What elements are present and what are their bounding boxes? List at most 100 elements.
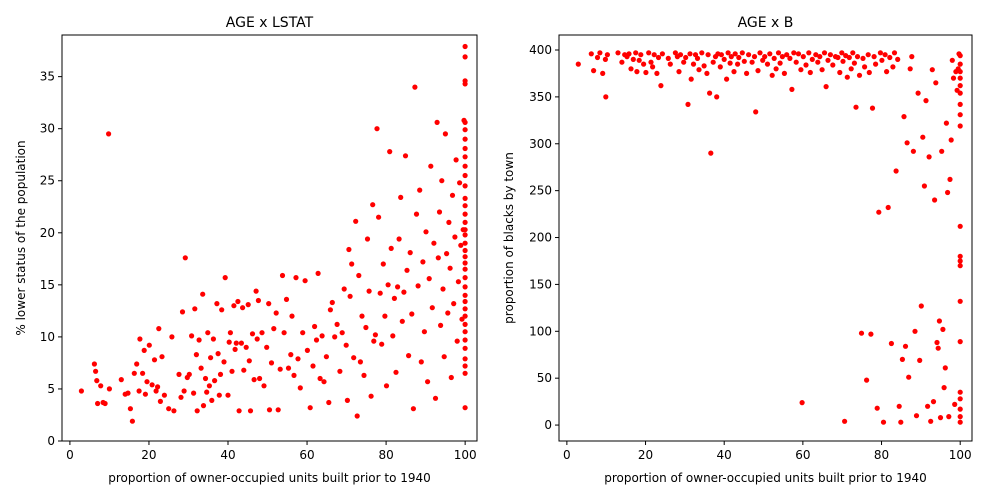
- data-point: [240, 305, 246, 311]
- data-point: [942, 365, 948, 371]
- data-point: [895, 56, 901, 63]
- data-point: [462, 356, 468, 362]
- data-point: [957, 223, 963, 229]
- data-point: [864, 377, 870, 383]
- data-point: [704, 70, 710, 76]
- data-point: [799, 400, 805, 406]
- data-point: [619, 59, 625, 65]
- data-point: [179, 309, 186, 315]
- y-tick-label: 10: [40, 330, 55, 344]
- data-point: [876, 209, 882, 215]
- data-point: [423, 229, 429, 235]
- data-point: [735, 61, 741, 67]
- data-point: [186, 371, 192, 377]
- data-point: [246, 358, 252, 364]
- data-point: [628, 66, 634, 72]
- data-point: [140, 370, 146, 376]
- data-point: [417, 187, 423, 193]
- data-point: [395, 284, 401, 290]
- data-point: [957, 123, 963, 129]
- data-point: [361, 372, 367, 378]
- data-point: [825, 57, 831, 63]
- data-point: [449, 192, 456, 198]
- data-point: [741, 58, 747, 64]
- data-point: [777, 60, 783, 66]
- data-point: [462, 247, 468, 254]
- data-point: [321, 379, 327, 385]
- data-point: [249, 331, 256, 337]
- data-point: [882, 52, 888, 58]
- data-point: [641, 61, 647, 67]
- data-point: [891, 50, 898, 56]
- data-point: [936, 318, 943, 324]
- data-point: [630, 56, 636, 63]
- data-point: [710, 59, 716, 65]
- data-point: [232, 346, 238, 352]
- data-point: [307, 405, 313, 411]
- data-point: [462, 211, 468, 217]
- data-point: [957, 90, 963, 96]
- data-point: [907, 66, 913, 72]
- data-point: [827, 52, 834, 58]
- y-tick-label: 15: [40, 278, 55, 292]
- data-point: [658, 83, 664, 89]
- data-point: [462, 292, 468, 298]
- x-tick-label: 100: [454, 448, 477, 462]
- data-point: [178, 394, 184, 400]
- data-point: [254, 336, 260, 342]
- data-point: [391, 295, 397, 301]
- data-point: [455, 279, 461, 285]
- data-point: [319, 333, 325, 339]
- data-point: [615, 50, 621, 56]
- data-point: [317, 375, 323, 382]
- data-point: [784, 52, 790, 58]
- data-point: [233, 340, 239, 346]
- axes-frame: [61, 34, 478, 442]
- data-point: [363, 324, 369, 331]
- data-point: [957, 61, 963, 67]
- data-point: [744, 70, 750, 76]
- data-point: [840, 58, 846, 64]
- y-axis-ticks: 0 5 10 15 20 25 30 35: [40, 70, 62, 448]
- data-point: [912, 328, 918, 334]
- data-point: [940, 326, 946, 332]
- data-point: [839, 50, 845, 56]
- data-point: [406, 353, 412, 359]
- data-point: [462, 136, 468, 142]
- data-point: [806, 50, 812, 56]
- data-point: [436, 209, 443, 215]
- data-point: [329, 299, 335, 306]
- data-point: [454, 338, 460, 344]
- data-point: [462, 266, 468, 272]
- data-point: [349, 261, 355, 267]
- data-point: [751, 54, 758, 60]
- data-point: [146, 342, 152, 348]
- data-point: [141, 347, 147, 353]
- data-point: [281, 330, 287, 336]
- data-point: [950, 75, 957, 81]
- data-point: [227, 330, 233, 336]
- chart-title: AGE x B: [738, 15, 794, 31]
- data-point: [409, 311, 415, 317]
- data-point: [957, 75, 963, 81]
- data-point: [721, 56, 727, 63]
- data-point: [659, 51, 666, 57]
- data-point: [604, 52, 611, 58]
- data-point: [773, 66, 779, 72]
- x-tick-label: 0: [66, 448, 74, 462]
- data-point: [364, 236, 371, 242]
- data-point: [291, 372, 297, 378]
- data-point: [236, 408, 242, 414]
- data-point: [941, 385, 947, 391]
- data-point: [134, 361, 140, 367]
- data-point: [462, 54, 468, 60]
- data-point: [949, 57, 955, 63]
- data-point: [868, 331, 874, 337]
- data-point: [793, 59, 799, 65]
- data-point: [462, 298, 468, 305]
- data-point: [243, 344, 249, 350]
- data-point: [387, 149, 393, 155]
- data-point: [755, 68, 761, 74]
- data-point: [795, 51, 802, 57]
